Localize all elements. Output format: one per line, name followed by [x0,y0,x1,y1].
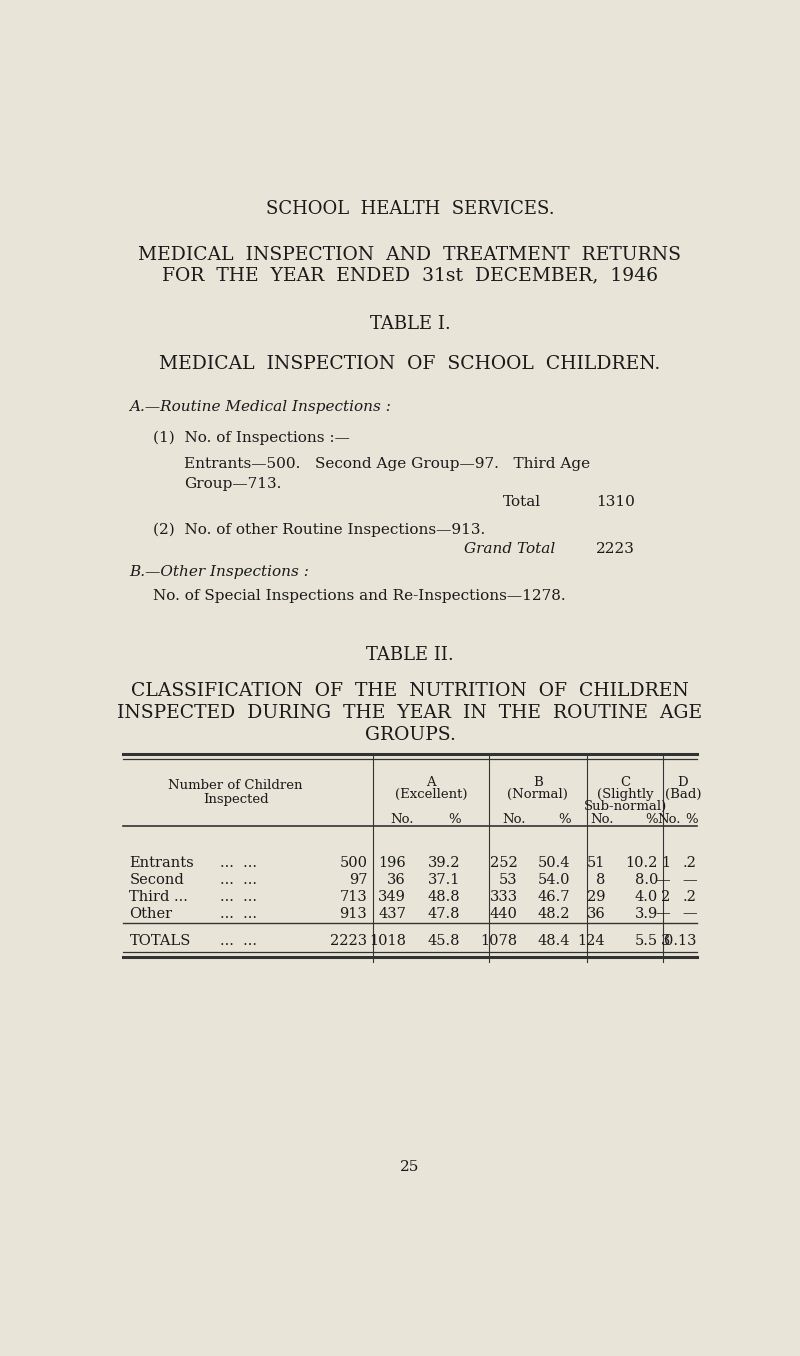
Text: A: A [426,777,436,789]
Text: TABLE II.: TABLE II. [366,647,454,664]
Text: —: — [682,907,697,921]
Text: ...  ...: ... ... [220,873,257,887]
Text: B.—Other Inspections :: B.—Other Inspections : [130,565,310,579]
Text: A.—Routine Medical Inspections :: A.—Routine Medical Inspections : [130,400,391,414]
Text: Inspected: Inspected [203,792,269,805]
Text: C: C [620,777,630,789]
Text: ...  ...: ... ... [220,934,257,948]
Text: Entrants—500.   Second Age Group—97.   Third Age: Entrants—500. Second Age Group—97. Third… [184,457,590,471]
Text: No. of Special Inspections and Re-Inspections—1278.: No. of Special Inspections and Re-Inspec… [153,589,566,602]
Text: Second: Second [130,873,184,887]
Text: 1310: 1310 [596,495,634,510]
Text: No.: No. [390,814,414,826]
Text: D: D [678,777,688,789]
Text: 1078: 1078 [481,934,518,948]
Text: 713: 713 [340,890,367,903]
Text: (Bad): (Bad) [665,788,701,801]
Text: %: % [685,814,698,826]
Text: (Slightly: (Slightly [597,788,654,801]
Text: (Normal): (Normal) [507,788,568,801]
Text: 10.2: 10.2 [626,856,658,869]
Text: 25: 25 [400,1159,420,1174]
Text: .2: .2 [683,856,697,869]
Text: .2: .2 [683,890,697,903]
Text: 2223: 2223 [596,542,634,556]
Text: 50.4: 50.4 [538,856,570,869]
Text: 8.0: 8.0 [634,873,658,887]
Text: Entrants: Entrants [130,856,194,869]
Text: 51: 51 [587,856,606,869]
Text: FOR  THE  YEAR  ENDED  31st  DECEMBER,  1946: FOR THE YEAR ENDED 31st DECEMBER, 1946 [162,267,658,285]
Text: 252: 252 [490,856,518,869]
Text: 54.0: 54.0 [538,873,570,887]
Text: 8: 8 [596,873,606,887]
Text: 913: 913 [340,907,367,921]
Text: %: % [449,814,462,826]
Text: (2)  No. of other Routine Inspections—913.: (2) No. of other Routine Inspections—913… [153,523,485,537]
Text: MEDICAL  INSPECTION  OF  SCHOOL  CHILDREN.: MEDICAL INSPECTION OF SCHOOL CHILDREN. [159,355,661,373]
Text: Other: Other [130,907,173,921]
Text: 5.5: 5.5 [635,934,658,948]
Text: 196: 196 [378,856,406,869]
Text: 500: 500 [339,856,367,869]
Text: 97: 97 [349,873,367,887]
Text: 440: 440 [490,907,518,921]
Text: ...  ...: ... ... [220,890,257,903]
Text: No.: No. [502,814,526,826]
Text: Grand Total: Grand Total [464,542,555,556]
Text: 4.0: 4.0 [634,890,658,903]
Text: 2: 2 [661,890,670,903]
Text: 39.2: 39.2 [428,856,460,869]
Text: TABLE I.: TABLE I. [370,315,450,334]
Text: Group—713.: Group—713. [184,477,281,491]
Text: 333: 333 [490,890,518,903]
Text: 53: 53 [499,873,518,887]
Text: 46.7: 46.7 [538,890,570,903]
Text: 45.8: 45.8 [428,934,460,948]
Text: MEDICAL  INSPECTION  AND  TREATMENT  RETURNS: MEDICAL INSPECTION AND TREATMENT RETURNS [138,245,682,264]
Text: Number of Children: Number of Children [168,778,303,792]
Text: %: % [558,814,571,826]
Text: SCHOOL  HEALTH  SERVICES.: SCHOOL HEALTH SERVICES. [266,199,554,218]
Text: 349: 349 [378,890,406,903]
Text: (1)  No. of Inspections :—: (1) No. of Inspections :— [153,431,350,445]
Text: TOTALS: TOTALS [130,934,191,948]
Text: 3.9: 3.9 [634,907,658,921]
Text: No.: No. [590,814,614,826]
Text: 2223: 2223 [330,934,367,948]
Text: Sub-normal): Sub-normal) [584,800,667,812]
Text: —: — [682,873,697,887]
Text: 1: 1 [662,856,670,869]
Text: 48.4: 48.4 [538,934,570,948]
Text: Third ...: Third ... [130,890,188,903]
Text: 3: 3 [661,934,670,948]
Text: 1018: 1018 [369,934,406,948]
Text: INSPECTED  DURING  THE  YEAR  IN  THE  ROUTINE  AGE: INSPECTED DURING THE YEAR IN THE ROUTINE… [118,704,702,721]
Text: 48.8: 48.8 [428,890,460,903]
Text: 29: 29 [586,890,606,903]
Text: —: — [656,873,670,887]
Text: CLASSIFICATION  OF  THE  NUTRITION  OF  CHILDREN: CLASSIFICATION OF THE NUTRITION OF CHILD… [131,682,689,701]
Text: 37.1: 37.1 [428,873,460,887]
Text: No.: No. [657,814,681,826]
Text: 47.8: 47.8 [428,907,460,921]
Text: 48.2: 48.2 [538,907,570,921]
Text: 36: 36 [586,907,606,921]
Text: 0.13: 0.13 [664,934,697,948]
Text: (Excellent): (Excellent) [394,788,467,801]
Text: Total: Total [503,495,541,510]
Text: GROUPS.: GROUPS. [365,725,455,743]
Text: 437: 437 [378,907,406,921]
Text: —: — [656,907,670,921]
Text: B: B [533,777,542,789]
Text: %: % [646,814,658,826]
Text: ...  ...: ... ... [220,907,257,921]
Text: ...  ...: ... ... [220,856,257,869]
Text: 36: 36 [387,873,406,887]
Text: 124: 124 [578,934,606,948]
